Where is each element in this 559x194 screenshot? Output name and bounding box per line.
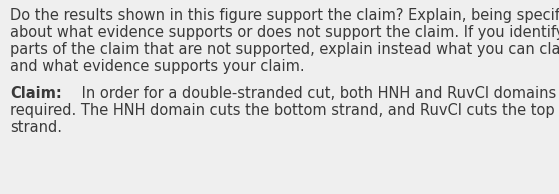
Text: strand.: strand. (10, 120, 62, 135)
Text: and what evidence supports your claim.: and what evidence supports your claim. (10, 59, 305, 74)
Text: Claim:: Claim: (10, 86, 61, 101)
Text: In order for a double-stranded cut, both HNH and RuvCl domains are: In order for a double-stranded cut, both… (77, 86, 559, 101)
Text: required. The HNH domain cuts the bottom strand, and RuvCl cuts the top: required. The HNH domain cuts the bottom… (10, 103, 555, 118)
Text: parts of the claim that are not supported, explain instead what you can claim,: parts of the claim that are not supporte… (10, 42, 559, 57)
Text: about what evidence supports or does not support the claim. If you identify: about what evidence supports or does not… (10, 25, 559, 40)
Text: Do the results shown in this figure support the claim? Explain, being specific: Do the results shown in this figure supp… (10, 8, 559, 23)
